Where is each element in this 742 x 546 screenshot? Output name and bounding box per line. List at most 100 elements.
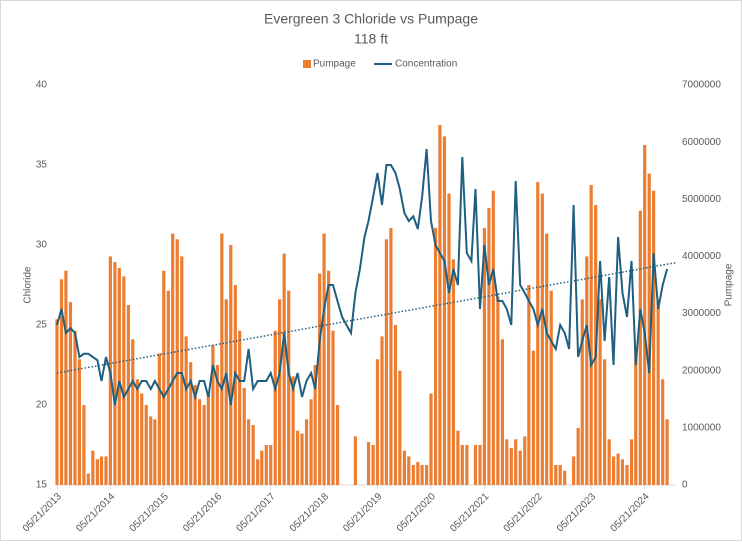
bar: [598, 299, 602, 485]
bar: [482, 227, 486, 485]
bar: [291, 376, 295, 485]
legend-label: Pumpage: [313, 59, 356, 70]
bar: [82, 405, 86, 485]
y-tick-label: 40: [36, 80, 48, 91]
legend-label: Concentration: [395, 59, 457, 70]
bar: [313, 365, 317, 485]
bar: [135, 379, 139, 485]
bar: [198, 399, 202, 485]
bar: [131, 339, 135, 485]
bar: [104, 456, 108, 485]
bar: [353, 436, 357, 485]
bar: [171, 233, 175, 485]
bar: [193, 385, 197, 485]
bar: [126, 305, 130, 485]
bar: [189, 362, 193, 485]
bar: [509, 447, 513, 485]
bar: [184, 336, 188, 485]
bar: [625, 465, 629, 485]
chart-title: Evergreen 3 Chloride vs Pumpage: [264, 11, 478, 27]
y-tick-label: 25: [36, 320, 48, 331]
bar: [122, 276, 126, 485]
bar: [99, 456, 104, 485]
y2-tick-label: 6000000: [682, 137, 721, 148]
bar: [327, 270, 331, 485]
bar: [478, 445, 482, 485]
bar: [465, 445, 469, 485]
bar: [215, 365, 219, 485]
bar: [264, 445, 268, 485]
bar: [117, 267, 121, 485]
y2-tick-label: 4000000: [682, 251, 721, 262]
bar: [491, 190, 495, 485]
y2-tick-label: 1000000: [682, 422, 721, 433]
bar: [661, 379, 665, 485]
bar: [456, 430, 460, 485]
bar: [549, 290, 553, 485]
bar: [442, 136, 447, 485]
bar: [585, 256, 589, 485]
bar: [576, 427, 580, 485]
bar: [429, 393, 433, 485]
bar: [647, 173, 651, 486]
bar: [256, 459, 260, 485]
bar: [389, 227, 393, 485]
bar: [416, 462, 420, 485]
bar: [425, 465, 429, 485]
chart-subtitle: 118 ft: [354, 31, 388, 47]
y-tick-label: 15: [36, 480, 48, 491]
bar: [505, 439, 509, 485]
bar: [273, 330, 277, 485]
bar: [224, 299, 228, 485]
bar: [149, 416, 153, 485]
y2-tick-label: 7000000: [682, 80, 721, 91]
bar: [540, 193, 544, 486]
bar: [393, 325, 398, 485]
bar: [233, 285, 237, 485]
bar: [300, 433, 304, 485]
bar: [558, 465, 562, 485]
bar: [247, 419, 251, 485]
bar: [77, 359, 81, 485]
bar: [68, 302, 73, 485]
bar: [202, 405, 206, 485]
legend-swatch: [303, 60, 311, 68]
y2-tick-label: 0: [682, 480, 688, 491]
bar: [55, 319, 59, 485]
bar: [460, 445, 464, 485]
y-axis-title: Chloride: [23, 266, 34, 304]
bar: [554, 465, 558, 485]
bar: [451, 259, 455, 485]
bar: [589, 185, 593, 485]
bar: [206, 393, 210, 485]
bar: [162, 270, 166, 485]
bar: [157, 353, 161, 485]
bar: [402, 450, 406, 485]
bar: [304, 419, 309, 485]
y-tick-label: 20: [36, 400, 48, 411]
bar: [153, 419, 157, 485]
bar: [473, 445, 478, 485]
bar: [407, 456, 411, 485]
bar: [144, 405, 148, 485]
bar: [652, 190, 656, 485]
y-tick-label: 30: [36, 240, 48, 251]
bar: [603, 359, 607, 485]
bar: [634, 353, 638, 485]
bar: [366, 442, 371, 485]
bar: [180, 256, 184, 485]
y-tick-label: 35: [36, 160, 48, 171]
bar: [140, 393, 144, 485]
bar: [563, 470, 567, 485]
concentration-line: [56, 148, 669, 406]
bar: [384, 239, 388, 485]
bar: [638, 210, 642, 485]
bar: [496, 296, 500, 485]
y2-axis-title: Pumpage: [724, 263, 735, 306]
bar: [95, 459, 99, 485]
bar: [447, 193, 451, 486]
bar: [260, 450, 264, 485]
bar: [611, 456, 616, 485]
y2-tick-label: 3000000: [682, 308, 721, 319]
